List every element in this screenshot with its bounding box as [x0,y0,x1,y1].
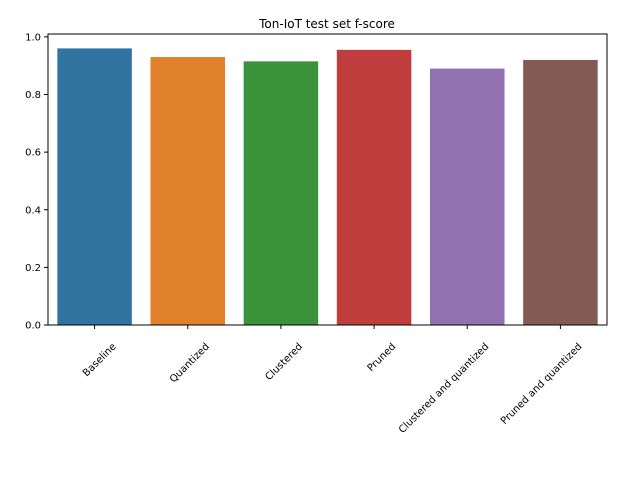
chart-title: Ton-IoT test set f-score [258,17,395,31]
y-tick-label: 0.2 [25,263,41,274]
bar-baseline [57,48,132,325]
y-tick-label: 0.4 [25,205,41,216]
y-axis-ticks: 0.0 0.2 0.4 0.6 0.8 1.0 [25,32,48,332]
bar-clustered-and-quantized [429,68,505,326]
bar-pruned [336,49,412,326]
x-tick-label: Quantized [168,341,212,385]
x-tick-label: Pruned and quantized [499,341,585,427]
y-tick-label: 1.0 [25,32,41,43]
bar-clustered [243,61,319,326]
x-tick-label: Pruned [366,341,399,374]
y-tick-label: 0.8 [25,90,41,101]
x-axis-ticks: Baseline Quantized Clustered PrunedClustere… [81,325,585,436]
y-tick-label: 0.0 [25,321,41,332]
x-tick-label: Clustered [263,341,305,383]
x-tick-label: Baseline [81,341,119,379]
bar-pruned-and-quantized [523,59,598,325]
y-tick-label: 0.6 [25,148,41,159]
plot-frame [47,33,608,326]
bars-group [57,48,598,326]
bar-quantized [150,57,226,326]
x-tick-label: Clustered and quantized [397,341,491,435]
